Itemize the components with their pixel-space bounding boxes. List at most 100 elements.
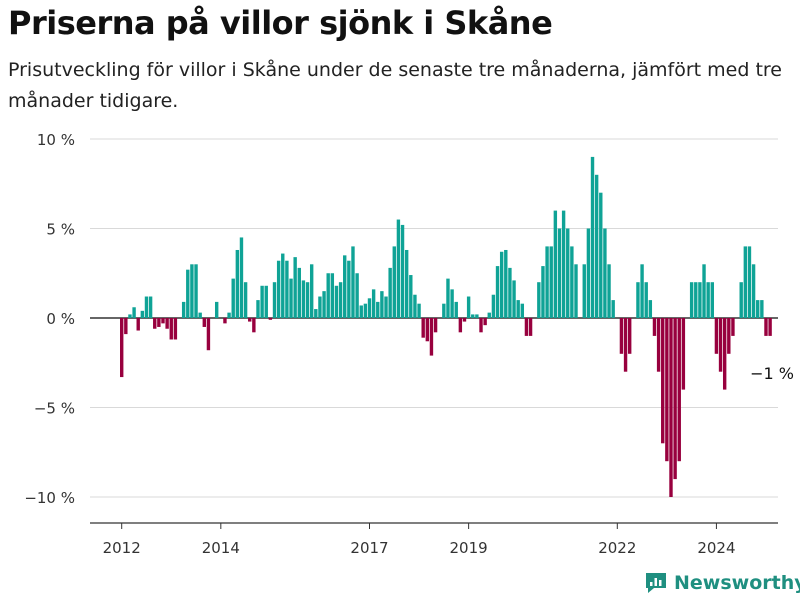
bar [541,266,545,318]
newsworthy-logo-text: Newsworthy [674,572,800,594]
bar [611,300,615,318]
bar [214,301,219,318]
bar [388,267,392,318]
bar [508,267,512,318]
bar [198,312,202,318]
bar [400,224,405,318]
bar [301,280,306,318]
bar [289,278,293,318]
bar [202,318,206,327]
bar [260,285,264,318]
y-tick-label: 0 % [46,310,75,328]
bar [698,282,702,318]
bar [417,303,421,318]
bar [450,289,454,318]
y-tick-label: 5 % [46,221,75,239]
bar [623,318,628,372]
bar [607,264,611,318]
bar [309,264,314,318]
bar [603,228,607,318]
x-tick-label: 2024 [697,539,735,557]
bar [322,291,326,318]
bar [764,318,768,336]
bar [561,210,566,318]
bar [153,318,157,329]
bar [326,273,330,318]
bar [512,280,516,318]
bar [413,294,417,318]
bar [681,318,686,390]
bar [223,318,227,324]
bar [528,318,533,336]
bar [458,318,463,333]
bar [140,310,145,318]
bar [722,318,727,390]
bar [524,318,529,336]
y-tick-label: −10 % [24,489,75,507]
bar [355,273,359,318]
bar [132,307,136,318]
bar [677,318,681,462]
bar [756,300,760,318]
bar [706,282,710,318]
bar [644,282,648,318]
bar [495,266,500,318]
bar [483,318,487,326]
bar [751,264,756,318]
bar [409,275,413,318]
bar [743,246,748,318]
bar [689,282,694,318]
bar [491,294,496,318]
x-tick-label: 2019 [450,539,488,557]
bar [768,318,772,336]
bar [739,282,743,318]
x-tick-label: 2014 [202,539,240,557]
bar [120,318,124,378]
bar [648,300,653,318]
bar [454,301,458,318]
y-tick-label: 10 % [37,131,75,149]
bar [318,296,322,318]
bar [549,246,553,318]
bar [169,318,173,340]
bar [305,282,310,318]
bar [727,318,731,354]
bar [636,282,640,318]
bar [124,318,128,335]
bars-layer [120,156,772,497]
bar [487,312,491,318]
bar [433,318,438,333]
bar [380,291,384,318]
bar [582,264,586,318]
bar [252,318,256,333]
bar [504,249,508,318]
bar [376,301,380,318]
last-value-label: −1 % [750,364,794,383]
bar [557,228,562,318]
bar [421,318,425,338]
bar [586,228,591,318]
bar [186,269,190,318]
bar [248,318,252,322]
newsworthy-logo-icon [646,573,666,593]
bar [545,246,549,318]
bar [442,303,446,318]
bar [710,282,714,318]
bar [392,246,396,318]
bar [590,156,595,318]
bar [243,282,248,318]
bar [619,318,624,354]
bar [190,264,194,318]
bar [264,285,268,318]
bar [466,296,471,318]
bar [462,318,467,322]
bar [669,318,673,497]
bar [194,264,198,318]
bar [268,318,273,320]
bar [157,318,161,327]
bar [396,219,401,318]
bar [161,318,165,324]
bar [665,318,669,462]
bar [384,296,388,318]
